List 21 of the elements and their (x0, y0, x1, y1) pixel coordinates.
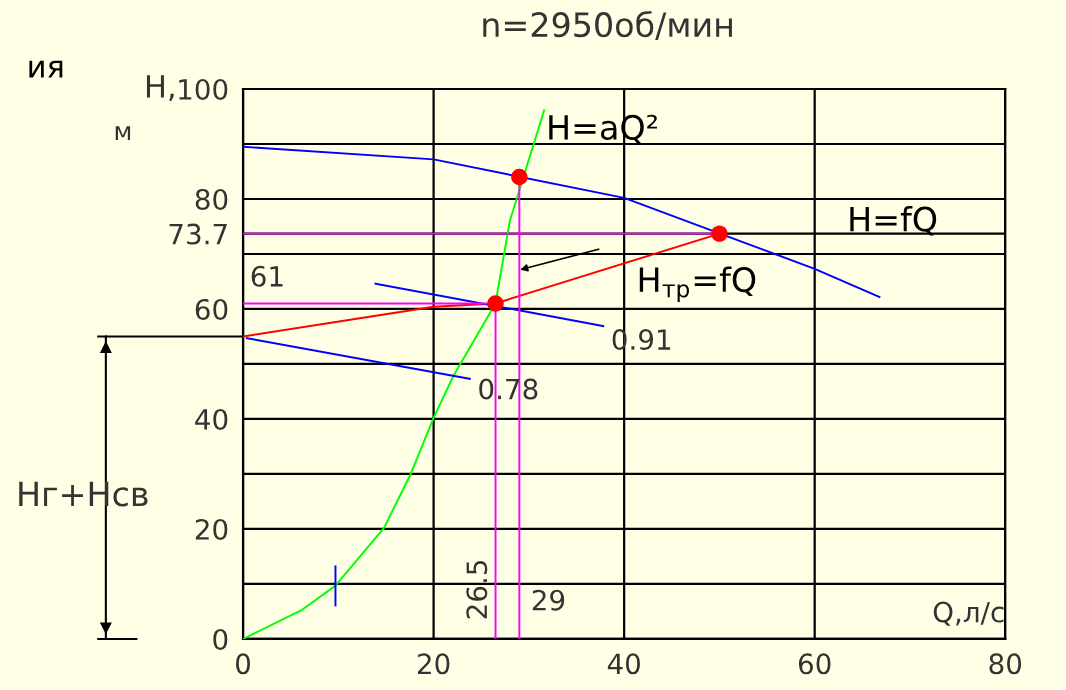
y-tick-label: 0 (213, 628, 228, 650)
chart-title: n=2950об/мин (483, 10, 732, 40)
annotation: 61 (251, 265, 283, 287)
y-tick-label: 100 (179, 78, 228, 100)
y-tick-label: 20 (195, 518, 228, 540)
x-tick-label: 80 (989, 653, 1022, 675)
annotation: H$_{тр}$=fQ (639, 266, 756, 303)
x-tick-label: 0 (236, 653, 251, 675)
y-tick-label: 40 (195, 408, 228, 430)
x-axis-title: Q,л/с (933, 601, 1004, 626)
annotation: H=fQ (850, 205, 937, 236)
x-tick-label: 20 (417, 653, 450, 675)
annotation: 29 (532, 589, 565, 611)
y-axis-title: H, м (115, 75, 174, 140)
annotation: 26.5 (466, 560, 488, 619)
x-tick-label: 60 (798, 653, 831, 675)
x-tick-label: 40 (607, 653, 640, 675)
y-tick-label: 73.7 (169, 223, 227, 245)
y-tick-label: 60 (195, 298, 228, 320)
text: ия (29, 60, 63, 78)
y-tick-label: 80 (195, 188, 228, 210)
